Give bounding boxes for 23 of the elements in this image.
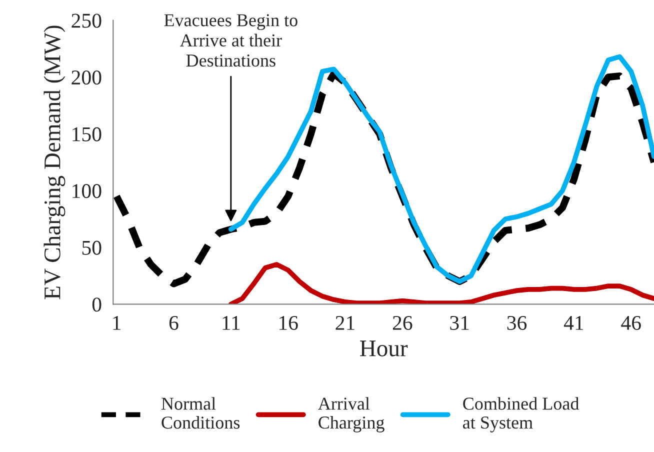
y-tick-label: 200 — [72, 70, 102, 85]
x-axis-title: Hour — [360, 340, 408, 356]
y-tick-label: 100 — [72, 184, 102, 198]
legend-label: Normal Conditions — [161, 397, 240, 429]
line-series — [228, 262, 654, 304]
legend-label: Arrival Charging — [318, 397, 384, 432]
x-tick-label: 21 — [336, 316, 354, 330]
x-tick-label: 36 — [507, 316, 527, 330]
x-tick-label: 6 — [169, 316, 178, 330]
y-tick-label: 50 — [82, 240, 102, 255]
x-tick-label: 16 — [280, 316, 298, 330]
x-tick-label: 46 — [621, 316, 641, 330]
y-tick-label: 250 — [72, 14, 102, 28]
annotation: Evacuees Begin to Arrive at their Destinations — [164, 14, 298, 67]
x-tick-label: 41 — [564, 316, 584, 330]
x-tick-label: 31 — [450, 316, 469, 330]
x-tick-label: 11 — [222, 316, 240, 330]
y-tick-label: 0 — [92, 298, 102, 312]
x-tick-label: 26 — [392, 316, 412, 330]
legend-label: Combined Load at System — [463, 397, 580, 432]
y-axis-title: EV Charging Demand (MW) — [44, 26, 66, 300]
y-tick-label: 150 — [72, 127, 102, 142]
x-tick-label: 1 — [113, 316, 121, 330]
